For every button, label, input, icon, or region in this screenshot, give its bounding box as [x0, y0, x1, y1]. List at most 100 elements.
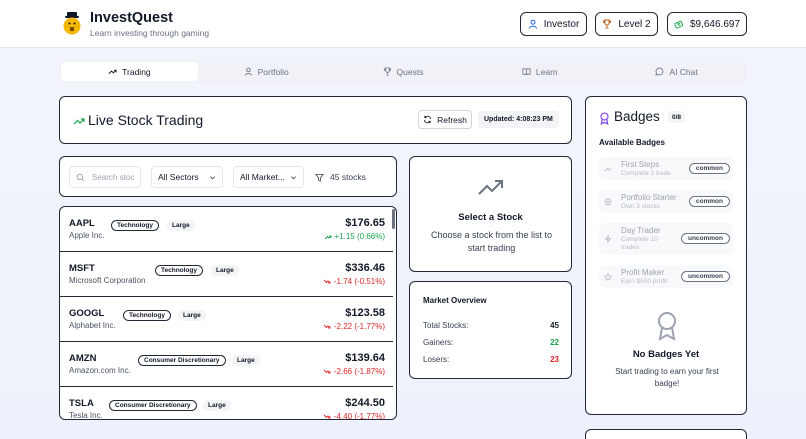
trend-down-icon [323, 279, 331, 283]
stocks-count-label: 45 stocks [330, 172, 366, 182]
size-badge: Large [167, 220, 195, 231]
trophy-icon [603, 19, 612, 29]
badge-rarity: common [688, 163, 730, 174]
live-trading-title: Live Stock Trading [88, 112, 204, 128]
stock-symbol: MSFT [69, 263, 95, 274]
available-badges-title: Available Badges [599, 138, 665, 147]
stock-change: -2.66 (-1.87%) [323, 367, 385, 376]
trend-up-icon [324, 235, 331, 239]
badge-item-portfolio-starter: Portfolio Starter Own 3 stocks common [599, 190, 733, 213]
badge-item-day-trader: Day Trader Complete 10 trades uncommon [599, 223, 733, 255]
sector-badge: Consumer Discretionary [109, 400, 197, 411]
market-row-gainers: Gainers: 22 [423, 338, 559, 347]
badge-rarity: uncommon [680, 233, 730, 244]
live-trading-card: Live Stock Trading Refresh Updated: 4:08… [59, 96, 572, 144]
badge-description: Own 3 stocks [621, 203, 661, 210]
stock-company-name: Amazon.com Inc. [69, 366, 131, 375]
refresh-button[interactable]: Refresh [418, 110, 472, 129]
market-overview: Market Overview Total Stocks: 45 Gainers… [409, 281, 572, 379]
size-badge: Large [203, 400, 231, 411]
level-label: Level 2 [618, 18, 651, 30]
badge-description: Complete 10 trades [621, 236, 658, 251]
filter-icon [315, 173, 324, 182]
stock-change-value: -4.40 (-1.77%) [333, 412, 385, 420]
badge-description: Earn $500 profit [621, 278, 668, 285]
stock-change: -4.40 (-1.77%) [323, 412, 385, 420]
app-title: InvestQuest [90, 10, 173, 26]
balance-button[interactable]: $9,646.697 [667, 12, 747, 36]
badges-title: Badges [614, 109, 660, 124]
sector-select[interactable]: All Sectors [151, 166, 223, 188]
stock-price: $123.58 [345, 307, 385, 319]
role-label: Investor [543, 18, 580, 30]
tab-trading[interactable]: Trading [61, 62, 198, 81]
badge-item-profit-maker: Profit Maker Earn $500 profit uncommon [599, 265, 733, 288]
updated-timestamp: Updated: 4:08:23 PM [478, 111, 559, 128]
trend-down-icon [323, 369, 331, 373]
select-stock-panel: Select a Stock Choose a stock from the l… [409, 156, 572, 272]
award-icon [600, 112, 609, 125]
stock-price: $139.64 [345, 352, 385, 364]
market-select-value: All Market... [240, 172, 285, 182]
stock-price: $244.50 [345, 397, 385, 409]
size-badge: Large [178, 310, 206, 321]
sector-badge: Technology [155, 265, 203, 276]
stock-row-amzn[interactable]: AMZN Amazon.com Inc. Consumer Discretion… [60, 342, 393, 387]
stocks-count: 45 stocks [315, 172, 366, 182]
list-scrollbar[interactable] [392, 209, 395, 229]
market-row-total: Total Stocks: 45 [423, 321, 559, 330]
stock-row-msft[interactable]: MSFT Microsoft Corporation Technology La… [60, 252, 393, 297]
app-subtitle: Learn investing through gaming [90, 28, 210, 38]
tab-label: Portfolio [257, 66, 289, 77]
book-icon [522, 68, 531, 76]
select-stock-title: Select a Stock [458, 212, 523, 223]
role-button[interactable]: Investor [520, 12, 587, 36]
market-row-label: Total Stocks: [423, 321, 469, 330]
market-select[interactable]: All Market... [233, 166, 304, 188]
stock-change: -2.22 (-1.77%) [323, 322, 385, 331]
stock-company-name: Tesla Inc. [69, 411, 103, 420]
trophy-icon [383, 67, 391, 76]
select-stock-description: Choose a stock from the list to start tr… [430, 230, 553, 253]
level-button[interactable]: Level 2 [595, 12, 658, 36]
stock-change: +1.15 (0.66%) [324, 232, 385, 241]
stock-row-googl[interactable]: GOOGL Alphabet Inc. Technology Large $12… [60, 297, 393, 342]
tab-ai-chat[interactable]: AI Chat [608, 62, 745, 81]
sector-badge: Technology [111, 220, 159, 231]
trend-up-icon [478, 180, 503, 195]
stock-price: $176.65 [345, 217, 385, 229]
moneybag-logo-icon [63, 12, 81, 35]
tab-learn[interactable]: Learn [471, 62, 608, 81]
tab-quests[interactable]: Quests [335, 62, 472, 81]
stock-symbol: GOOGL [69, 308, 105, 319]
stock-symbol: AAPL [69, 218, 95, 229]
refresh-label: Refresh [437, 114, 467, 125]
market-overview-title: Market Overview [423, 296, 487, 305]
stock-company-name: Apple Inc. [69, 231, 105, 240]
badge-rarity: uncommon [680, 271, 730, 282]
badge-rarity: common [688, 196, 730, 207]
sector-badge: Technology [123, 310, 171, 321]
user-icon [528, 19, 537, 29]
badges-panel: Badges 0/8 Available Badges First Steps … [585, 96, 747, 415]
stock-row-aapl[interactable]: AAPL Apple Inc. Technology Large $176.65… [60, 207, 393, 252]
chevron-down-icon [210, 175, 215, 179]
refresh-icon [424, 115, 432, 124]
search-input[interactable]: Search stoc [69, 166, 141, 188]
stock-list: AAPL Apple Inc. Technology Large $176.65… [59, 206, 397, 420]
market-row-value: 45 [550, 321, 559, 330]
chat-icon [655, 67, 664, 76]
size-badge: Large [211, 265, 239, 276]
main-tabs: Trading Portfolio Quests Learn AI Chat [59, 60, 747, 83]
stock-row-tsla[interactable]: TSLA Tesla Inc. Consumer Discretionary L… [60, 387, 393, 420]
balance-label: $9,646.697 [689, 18, 741, 30]
bottom-panel [585, 429, 747, 439]
search-placeholder: Search stoc [92, 172, 135, 182]
trend-up-icon [73, 118, 85, 125]
star-icon [604, 273, 612, 281]
tab-label: Trading [122, 66, 151, 77]
stock-company-name: Alphabet Inc. [69, 321, 116, 330]
stock-company-name: Microsoft Corporation [69, 276, 146, 285]
market-row-label: Losers: [423, 355, 450, 364]
tab-portfolio[interactable]: Portfolio [198, 62, 335, 81]
